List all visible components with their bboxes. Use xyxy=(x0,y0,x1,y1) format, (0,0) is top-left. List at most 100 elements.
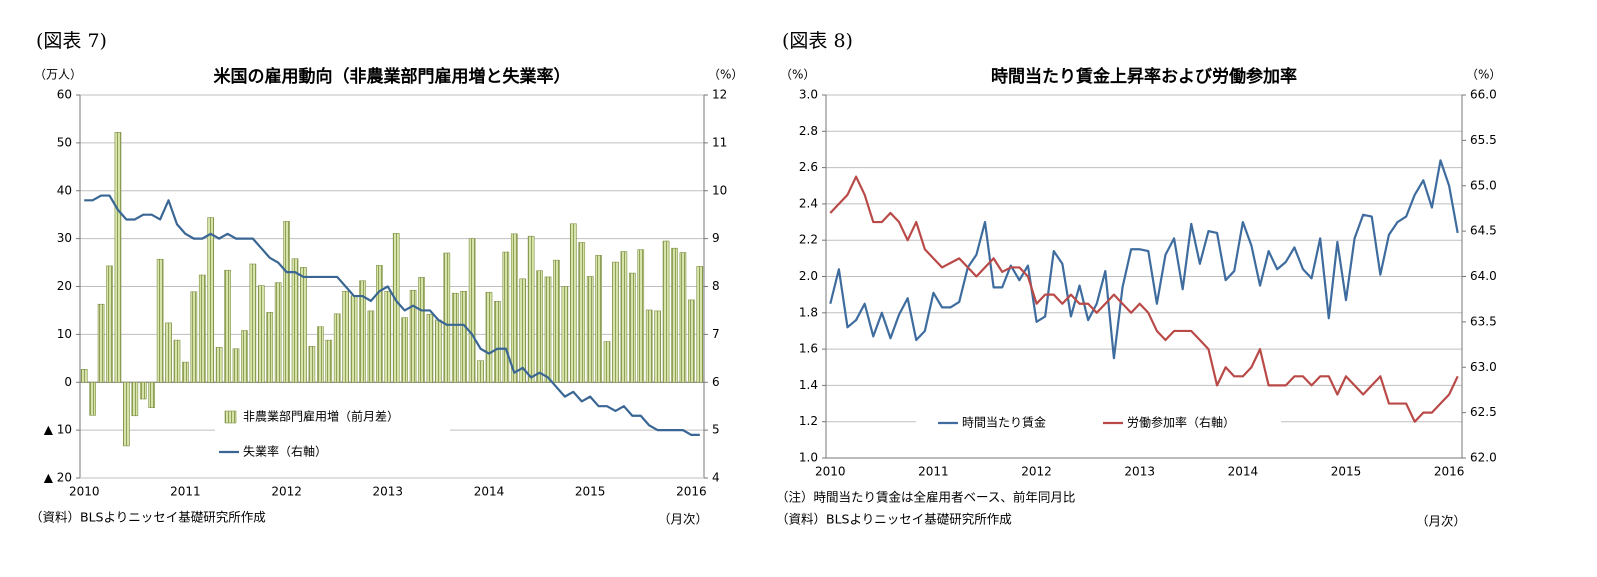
y2-tick-label: 63.0 xyxy=(1470,360,1497,374)
y-tick-label: 3.0 xyxy=(799,88,818,102)
bar xyxy=(148,381,156,408)
bar xyxy=(300,267,307,383)
bar xyxy=(586,276,594,383)
y2-tick-label: 5 xyxy=(712,423,720,437)
y2-tick-label: 9 xyxy=(712,231,720,245)
y-tick-label: 40 xyxy=(57,183,72,197)
bar xyxy=(637,249,645,383)
y-tick-label: 2.2 xyxy=(799,233,818,247)
y-tick-label: ▲ 10 xyxy=(44,423,72,437)
bar xyxy=(401,317,408,383)
x-tick-label: 2011 xyxy=(918,465,949,479)
x-tick-label: 2015 xyxy=(575,485,606,499)
bar xyxy=(485,291,493,383)
y2-tick-label: 4 xyxy=(712,471,720,485)
bar xyxy=(544,276,552,383)
legend-box xyxy=(215,403,450,469)
bar xyxy=(527,235,535,383)
y-tick-label: 2.0 xyxy=(799,269,818,283)
bar xyxy=(257,285,265,383)
bar xyxy=(603,341,611,383)
bar xyxy=(97,303,105,383)
y-tick-label: 10 xyxy=(57,327,72,341)
bar xyxy=(426,313,434,383)
x-tick-label: 2013 xyxy=(1124,465,1155,479)
bar xyxy=(392,233,400,383)
y2-tick-label: 63.5 xyxy=(1470,314,1497,328)
y-tick-label: 1.4 xyxy=(799,378,818,392)
chart-title: 時間当たり賃金上昇率および労働参加率 xyxy=(991,66,1297,87)
x-tick-label: 2014 xyxy=(474,485,505,499)
line xyxy=(829,159,1459,360)
bar xyxy=(418,277,425,383)
y2-tick-label: 64.5 xyxy=(1470,224,1497,238)
y2-tick-label: 8 xyxy=(712,279,720,293)
bar xyxy=(350,295,358,383)
bar xyxy=(333,313,341,383)
bar xyxy=(80,369,88,383)
y2-axis-label: （%） xyxy=(708,68,743,82)
y-tick-label: 60 xyxy=(57,88,72,102)
bar xyxy=(612,261,619,383)
bar xyxy=(443,252,451,383)
y-tick-label: 1.0 xyxy=(799,451,818,465)
bar xyxy=(477,360,484,383)
bar xyxy=(198,274,206,383)
y-tick-label: ▲ 20 xyxy=(44,471,72,485)
y2-tick-label: 6 xyxy=(712,375,720,389)
y2-axis-label: （%） xyxy=(1466,68,1501,82)
x-axis-label: （月次） xyxy=(1416,514,1466,529)
line xyxy=(84,194,700,437)
line xyxy=(829,175,1459,423)
bar xyxy=(139,381,147,400)
y-tick-label: 2.6 xyxy=(799,160,818,174)
bar xyxy=(165,322,172,383)
bar xyxy=(316,326,324,383)
x-tick-label: 2010 xyxy=(69,485,100,499)
bar xyxy=(460,290,468,383)
y-axis-label: （万人） xyxy=(34,68,82,82)
bar xyxy=(266,312,274,383)
bar xyxy=(291,258,299,383)
note: （資料）BLSよりニッセイ基礎研究所作成 xyxy=(30,510,266,525)
bar xyxy=(451,292,459,383)
figure-label: (図表 8) xyxy=(782,30,853,52)
y2-tick-label: 7 xyxy=(712,327,720,341)
bar xyxy=(384,290,392,383)
x-tick-label: 2012 xyxy=(271,485,302,499)
bar xyxy=(494,301,501,383)
bar xyxy=(645,309,653,383)
bar xyxy=(249,263,257,383)
y2-tick-label: 64.0 xyxy=(1470,269,1497,283)
chart-title: 米国の雇用動向（非農業部門雇用増と失業率） xyxy=(214,66,571,87)
bar xyxy=(519,278,527,383)
bar xyxy=(89,381,96,416)
y-tick-label: 50 xyxy=(57,135,72,149)
x-tick-label: 2014 xyxy=(1228,465,1259,479)
x-tick-label: 2013 xyxy=(373,485,404,499)
legend-label: 失業率（右軸） xyxy=(243,444,327,459)
bar xyxy=(131,381,139,417)
bar xyxy=(114,132,122,383)
bar xyxy=(628,272,636,383)
bar xyxy=(274,282,282,383)
y-tick-label: 30 xyxy=(57,231,72,245)
bar xyxy=(224,269,231,383)
x-tick-label: 2016 xyxy=(676,485,707,499)
bar xyxy=(283,221,290,383)
note: （注）時間当たり賃金は全雇用者ベース、前年同月比 xyxy=(776,490,1075,505)
x-tick-label: 2015 xyxy=(1331,465,1362,479)
y-axis-label: （%） xyxy=(780,68,815,82)
bar xyxy=(502,251,510,383)
bar xyxy=(359,280,366,383)
bar xyxy=(182,361,189,383)
bar xyxy=(376,265,383,383)
bar xyxy=(156,258,164,383)
y2-tick-label: 66.0 xyxy=(1470,88,1497,102)
bar xyxy=(561,286,569,383)
bar xyxy=(468,238,476,383)
bar xyxy=(569,223,577,383)
y-tick-label: 1.8 xyxy=(799,305,818,319)
x-tick-label: 2010 xyxy=(815,465,846,479)
legend-label: 時間当たり賃金 xyxy=(962,415,1046,430)
